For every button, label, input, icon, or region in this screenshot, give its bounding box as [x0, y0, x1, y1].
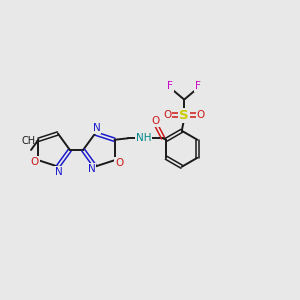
- Text: S: S: [179, 109, 189, 122]
- Text: N: N: [55, 167, 62, 177]
- Text: F: F: [167, 81, 173, 91]
- Text: O: O: [31, 157, 39, 167]
- Text: O: O: [197, 110, 205, 120]
- Text: N: N: [93, 123, 101, 133]
- Text: O: O: [152, 116, 160, 126]
- Text: NH: NH: [136, 133, 152, 143]
- Text: N: N: [88, 164, 95, 174]
- Text: O: O: [163, 110, 172, 120]
- Text: F: F: [195, 81, 201, 91]
- Text: O: O: [115, 158, 123, 168]
- Text: CH₃: CH₃: [22, 136, 40, 146]
